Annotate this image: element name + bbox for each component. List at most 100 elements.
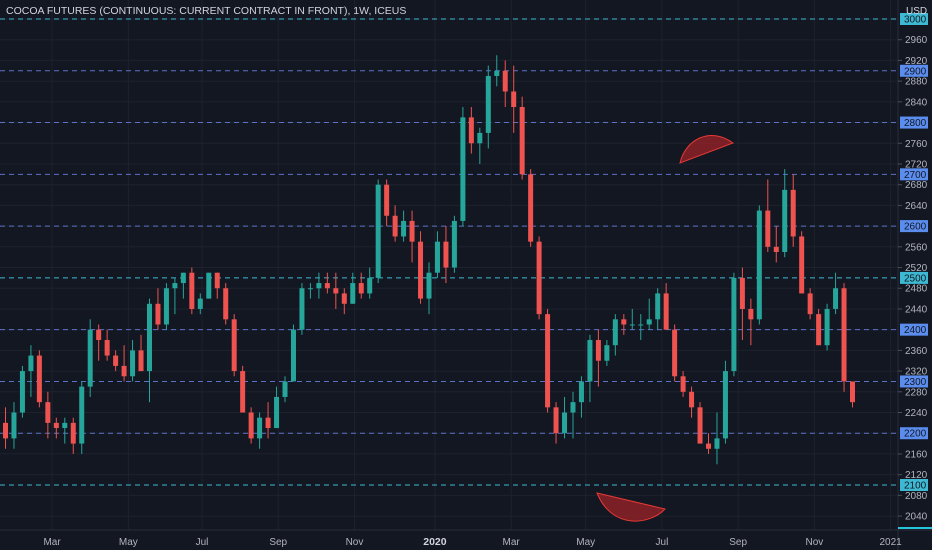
candle-body (96, 329, 102, 341)
price-axis-tick-label: 2840 (905, 97, 928, 108)
candle (536, 236, 542, 320)
candle (62, 417, 68, 444)
candle (3, 407, 8, 449)
candle (87, 319, 93, 397)
candle-body (87, 329, 93, 387)
candle-body (477, 132, 483, 144)
candle (180, 272, 186, 299)
candle-body (528, 174, 534, 242)
candle (790, 174, 796, 247)
candle-body (358, 283, 364, 294)
candle (333, 272, 339, 309)
price-axis-tick-label: 2240 (905, 408, 928, 419)
candle (570, 391, 576, 439)
price-level-badge-bg (900, 375, 928, 388)
candle-body (850, 381, 855, 403)
bottom-arc-annotation (596, 492, 666, 522)
candle-body (587, 340, 593, 382)
candle-body (570, 402, 576, 413)
candle (629, 308, 635, 330)
time-axis-tick-label: Jul (196, 537, 209, 548)
candle (443, 226, 449, 284)
candle-body (807, 293, 813, 315)
time-axis-tick-label: Sep (269, 537, 287, 548)
candle-body (223, 288, 229, 320)
candle-body (257, 417, 263, 439)
candle (638, 314, 644, 341)
candle (70, 417, 76, 454)
candle (53, 417, 59, 439)
candle-body (485, 75, 491, 133)
candle-body (290, 329, 296, 382)
candle-body (655, 293, 661, 320)
candle-body (612, 319, 618, 346)
price-level-badge-label: 3000 (904, 15, 927, 26)
price-axis-tick-label: 2640 (905, 201, 928, 212)
candle-body (816, 314, 822, 346)
gridlines (0, 0, 898, 530)
price-axis-tick-label: 2720 (905, 159, 928, 170)
candle (655, 288, 661, 330)
annotations (596, 135, 735, 522)
candle-body (409, 220, 415, 242)
candle-body (70, 422, 76, 444)
candle (96, 324, 102, 361)
candle (833, 272, 839, 315)
price-axis-tick-label: 2960 (905, 35, 928, 46)
candle-body (756, 210, 762, 320)
candle-body (460, 117, 466, 221)
candle-body (197, 298, 203, 309)
price-axis-tick-label: 2760 (905, 139, 928, 150)
candle-body (680, 376, 686, 392)
top-arc-annotation (679, 135, 735, 164)
price-axis-tick-label: 2160 (905, 449, 928, 460)
price-axis-tick-label: 2360 (905, 346, 928, 357)
candle-body (595, 340, 601, 361)
price-level-badge-label: 2900 (904, 66, 927, 77)
price-axis-tick-label: 2920 (905, 56, 928, 67)
price-level-badge-label: 2300 (904, 377, 927, 388)
price-level-badge: 2800 (900, 116, 928, 129)
candle-body (706, 443, 712, 449)
candle-body (240, 371, 246, 413)
candle (494, 55, 500, 87)
candle-body (621, 319, 627, 325)
candle-body (299, 288, 305, 330)
price-level-badge: 3000 (900, 13, 928, 26)
candle-body (62, 422, 68, 429)
candle (113, 350, 119, 372)
time-axis-tick-label: Mar (43, 537, 61, 548)
price-level-badge-bg (900, 323, 928, 336)
candle (130, 340, 136, 382)
price-level-badge: 2200 (900, 427, 928, 440)
candle-body (45, 402, 51, 423)
candle (240, 365, 246, 413)
candle-body (172, 283, 178, 289)
time-axis-tick-label: Jul (656, 537, 669, 548)
candle-body (731, 277, 737, 372)
candle (714, 412, 720, 465)
candle-body (646, 319, 652, 325)
candle (562, 396, 568, 439)
candle-body (536, 241, 542, 315)
candle-body (562, 412, 568, 434)
time-axis-tick-label: May (576, 537, 595, 548)
candle-body (722, 371, 728, 439)
price-axis-tick-label: 2320 (905, 367, 928, 378)
candle (460, 107, 466, 227)
price-axis-tick-label: 2480 (905, 284, 928, 295)
candle-body (773, 246, 779, 252)
candle (595, 329, 601, 387)
candle-body (36, 355, 42, 403)
candle-body (104, 340, 110, 356)
candle-body (341, 293, 347, 304)
candle (528, 169, 534, 247)
candle-body (401, 220, 407, 237)
time-axis-tick-label: Nov (346, 537, 364, 548)
candle (807, 288, 813, 320)
time-axis-tick-label: Sep (729, 537, 747, 548)
candle (426, 262, 432, 315)
candle (341, 288, 347, 315)
price-level-badge-bg (900, 427, 928, 440)
candle-body (316, 283, 322, 289)
